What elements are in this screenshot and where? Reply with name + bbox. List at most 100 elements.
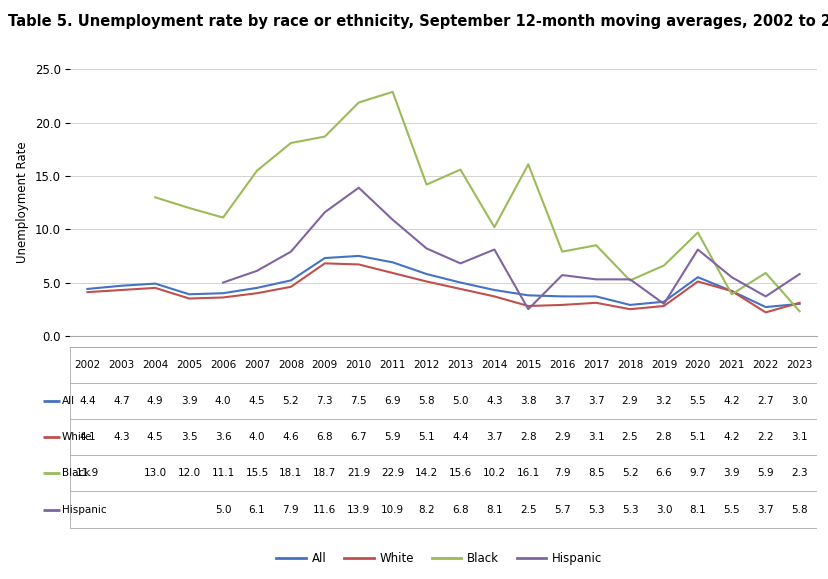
Text: 3.1: 3.1 <box>791 432 807 442</box>
Text: 2.5: 2.5 <box>621 432 638 442</box>
Text: 6.8: 6.8 <box>316 432 333 442</box>
Text: 2005: 2005 <box>176 360 202 370</box>
Text: 2.3: 2.3 <box>791 468 807 478</box>
Text: 12.0: 12.0 <box>177 468 200 478</box>
Text: 2020: 2020 <box>684 360 710 370</box>
Text: 4.1: 4.1 <box>79 432 95 442</box>
Text: 2021: 2021 <box>718 360 744 370</box>
Text: 5.0: 5.0 <box>214 504 231 515</box>
Text: 2017: 2017 <box>582 360 609 370</box>
Text: 3.1: 3.1 <box>587 432 604 442</box>
Text: 14.2: 14.2 <box>415 468 438 478</box>
Text: 16.1: 16.1 <box>516 468 539 478</box>
Text: 8.1: 8.1 <box>485 504 502 515</box>
Text: 7.9: 7.9 <box>553 468 570 478</box>
Text: 3.8: 3.8 <box>519 396 536 406</box>
Text: 15.5: 15.5 <box>245 468 268 478</box>
Legend: All, White, Black, Hispanic: All, White, Black, Hispanic <box>272 548 606 570</box>
Text: 2022: 2022 <box>752 360 778 370</box>
Text: 2008: 2008 <box>277 360 304 370</box>
Text: Hispanic: Hispanic <box>62 504 107 515</box>
Text: 7.5: 7.5 <box>350 396 367 406</box>
Text: 22.9: 22.9 <box>381 468 404 478</box>
Text: 2.8: 2.8 <box>655 432 672 442</box>
Text: 3.2: 3.2 <box>655 396 672 406</box>
Text: 10.2: 10.2 <box>482 468 505 478</box>
Text: 4.3: 4.3 <box>485 396 502 406</box>
Text: 8.2: 8.2 <box>418 504 435 515</box>
Text: 5.8: 5.8 <box>791 504 807 515</box>
Text: 13.9: 13.9 <box>347 504 370 515</box>
Text: 4.0: 4.0 <box>248 432 265 442</box>
Text: 6.1: 6.1 <box>248 504 265 515</box>
Text: 4.5: 4.5 <box>248 396 265 406</box>
Text: 11.9: 11.9 <box>75 468 99 478</box>
Text: 2.9: 2.9 <box>553 432 570 442</box>
Text: 4.0: 4.0 <box>214 396 231 406</box>
Text: 2012: 2012 <box>413 360 439 370</box>
Text: 7.9: 7.9 <box>282 504 299 515</box>
Text: 2.7: 2.7 <box>757 396 773 406</box>
Text: 2003: 2003 <box>108 360 134 370</box>
Text: All: All <box>62 396 75 406</box>
Text: 2014: 2014 <box>480 360 507 370</box>
Text: 5.8: 5.8 <box>418 396 435 406</box>
Text: 2023: 2023 <box>786 360 811 370</box>
Text: 4.6: 4.6 <box>282 432 299 442</box>
Text: 7.3: 7.3 <box>316 396 333 406</box>
Text: 2016: 2016 <box>548 360 575 370</box>
Text: 6.9: 6.9 <box>384 396 401 406</box>
Text: 5.5: 5.5 <box>689 396 705 406</box>
Text: 5.3: 5.3 <box>621 504 638 515</box>
Text: 2011: 2011 <box>379 360 406 370</box>
Text: 2010: 2010 <box>345 360 372 370</box>
Text: 4.2: 4.2 <box>723 396 739 406</box>
Text: 4.9: 4.9 <box>147 396 163 406</box>
Text: 18.7: 18.7 <box>313 468 336 478</box>
Text: 2018: 2018 <box>616 360 643 370</box>
Text: Black: Black <box>62 468 90 478</box>
Text: 2009: 2009 <box>311 360 338 370</box>
Text: 21.9: 21.9 <box>347 468 370 478</box>
Text: 5.5: 5.5 <box>723 504 739 515</box>
Text: 5.9: 5.9 <box>757 468 773 478</box>
Text: 3.7: 3.7 <box>757 504 773 515</box>
Text: 4.2: 4.2 <box>723 432 739 442</box>
Text: 4.7: 4.7 <box>113 396 129 406</box>
Text: 10.9: 10.9 <box>381 504 404 515</box>
Text: 5.1: 5.1 <box>418 432 435 442</box>
Text: 5.7: 5.7 <box>553 504 570 515</box>
Text: 3.6: 3.6 <box>214 432 231 442</box>
Text: 3.9: 3.9 <box>723 468 739 478</box>
Text: 2019: 2019 <box>650 360 676 370</box>
Text: 6.8: 6.8 <box>451 504 468 515</box>
Text: 5.2: 5.2 <box>282 396 299 406</box>
Text: 2.5: 2.5 <box>519 504 536 515</box>
Text: 9.7: 9.7 <box>689 468 705 478</box>
Text: 3.5: 3.5 <box>181 432 197 442</box>
Text: Table 5. Unemployment rate by race or ethnicity, September 12-month moving avera: Table 5. Unemployment rate by race or et… <box>8 14 828 30</box>
Text: 2013: 2013 <box>447 360 473 370</box>
Text: 5.2: 5.2 <box>621 468 638 478</box>
Text: 4.4: 4.4 <box>79 396 95 406</box>
Text: 5.0: 5.0 <box>452 396 468 406</box>
Text: 2.2: 2.2 <box>757 432 773 442</box>
Text: 2006: 2006 <box>209 360 236 370</box>
Text: White: White <box>62 432 92 442</box>
Text: 4.3: 4.3 <box>113 432 129 442</box>
Text: 11.1: 11.1 <box>211 468 234 478</box>
Text: 3.0: 3.0 <box>791 396 806 406</box>
Text: 2004: 2004 <box>142 360 168 370</box>
Text: 4.4: 4.4 <box>451 432 468 442</box>
Text: 11.6: 11.6 <box>313 504 336 515</box>
Text: 2007: 2007 <box>243 360 270 370</box>
Text: 8.1: 8.1 <box>689 504 705 515</box>
Text: 5.3: 5.3 <box>587 504 604 515</box>
Text: 5.9: 5.9 <box>384 432 401 442</box>
Text: 6.7: 6.7 <box>350 432 367 442</box>
Text: 2002: 2002 <box>75 360 100 370</box>
Text: 5.1: 5.1 <box>689 432 705 442</box>
Text: 15.6: 15.6 <box>448 468 471 478</box>
Text: 2.9: 2.9 <box>621 396 638 406</box>
Text: 6.6: 6.6 <box>655 468 672 478</box>
